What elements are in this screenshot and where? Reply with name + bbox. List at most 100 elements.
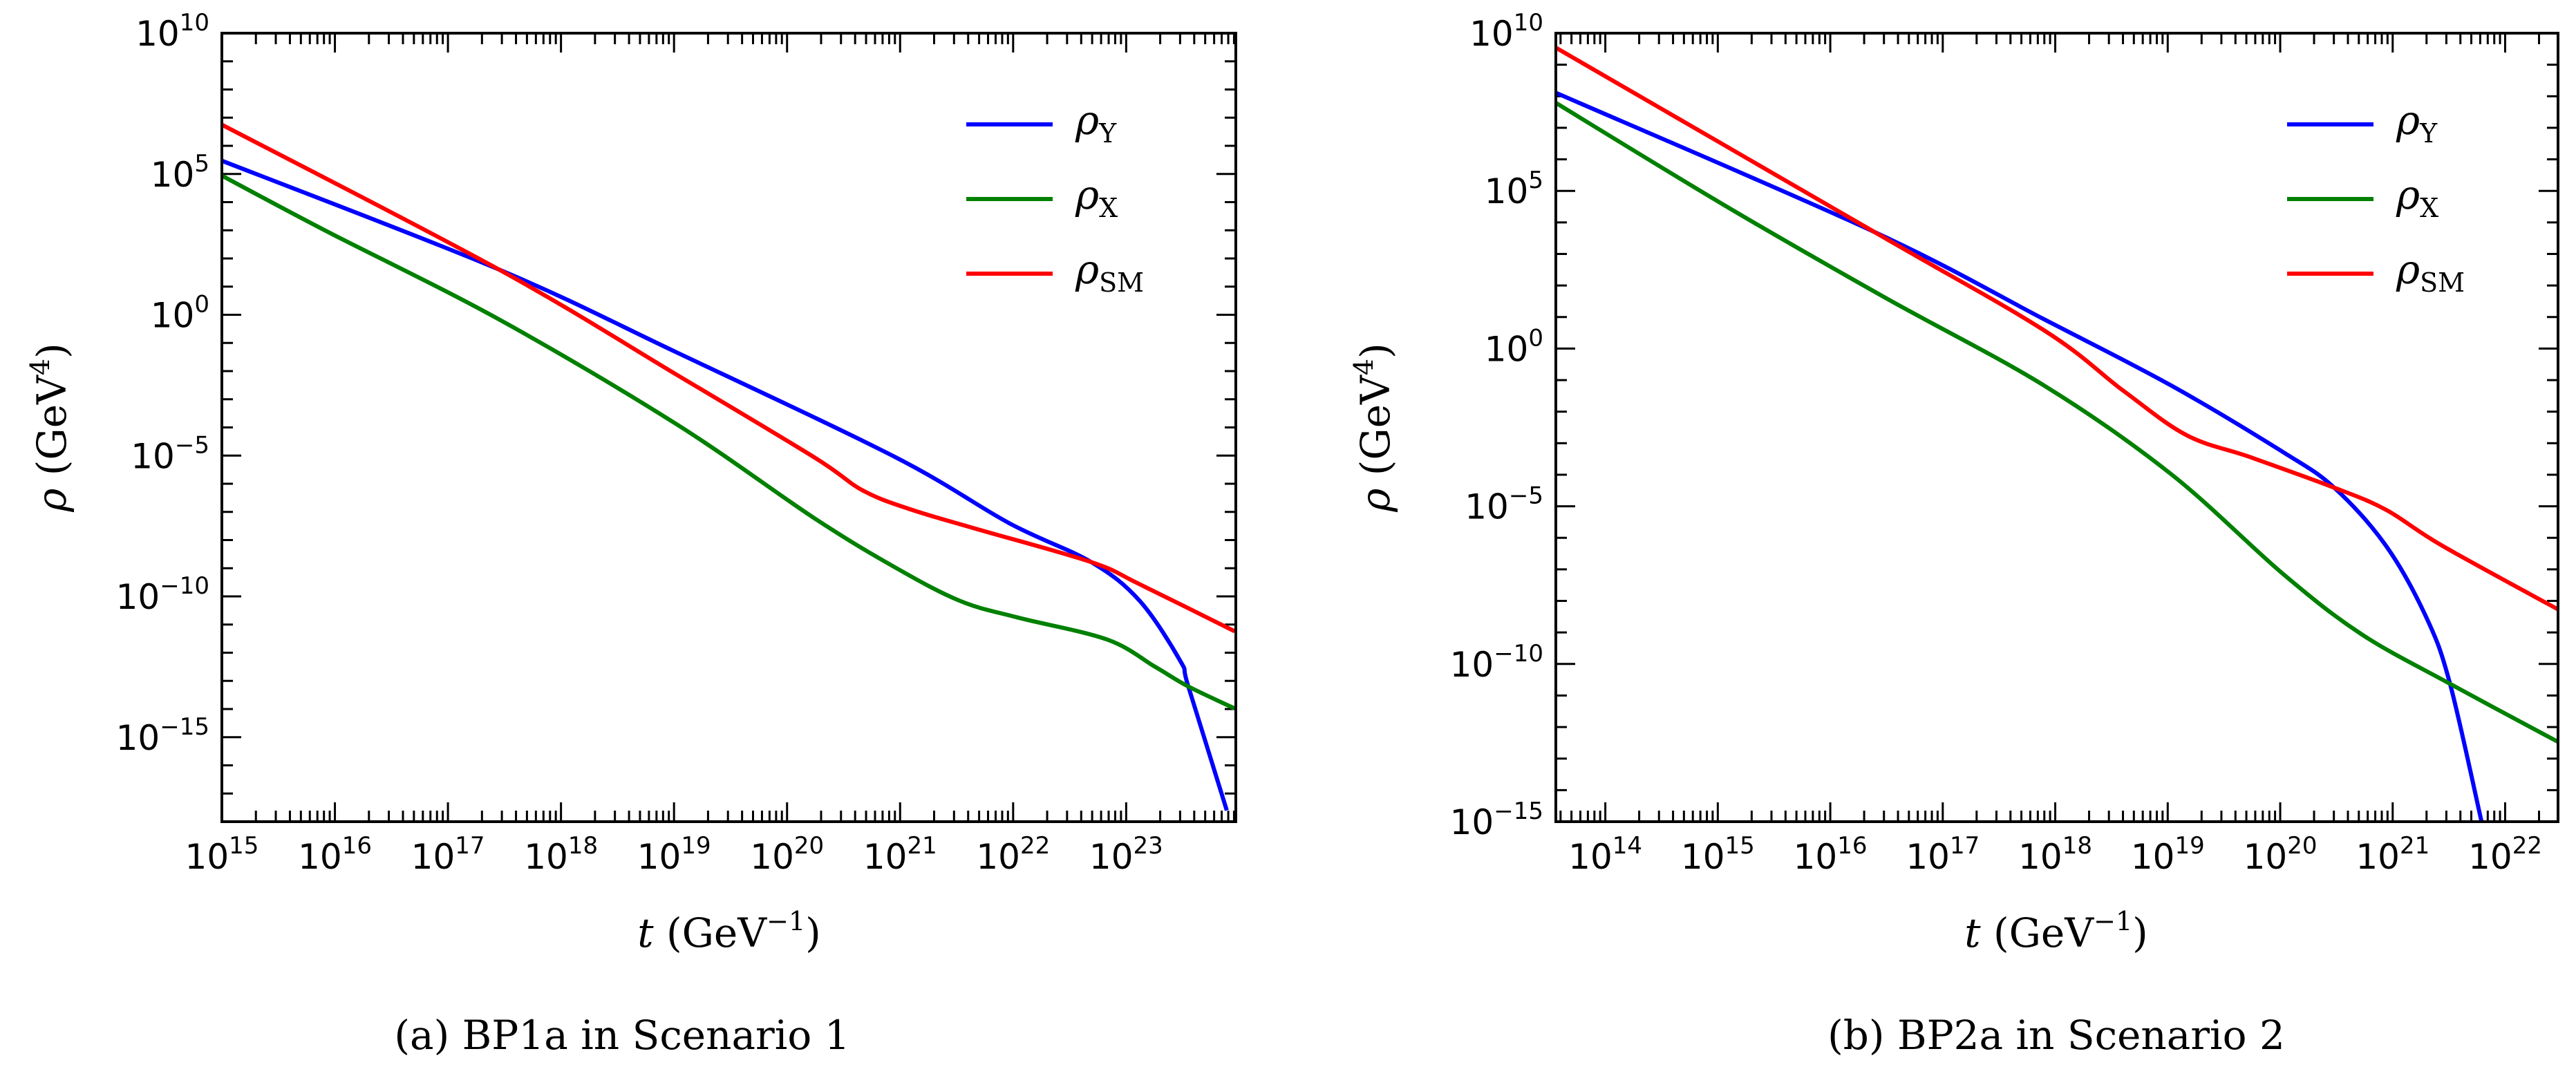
y-axis-label-var: ρ [28,475,75,513]
x-axis-label: t (GeV−1) [637,906,821,956]
x-tick-label-main: 10 [1906,837,1950,877]
x-tick-label-main: 10 [411,837,455,877]
x-tick-label-main: 10 [637,837,681,877]
x-axis-label-var: t [1964,909,1993,956]
plot-area [222,122,1236,811]
x-tick-label-sup: 22 [1020,832,1050,860]
x-axis-label-unit: (GeV [1993,909,2094,956]
x-tick-label-sup: 16 [342,832,372,860]
y-tick-label-sup: −15 [160,713,209,741]
y-tick-label-sup: 0 [194,291,209,319]
x-axis-label-exp: −1 [2094,906,2132,936]
x-axis-label-exp: −1 [767,906,805,936]
x-tick-label-sup: 15 [1725,832,1755,860]
x-tick-label: 1018 [524,832,598,877]
y-tick-label-sup: 5 [1528,167,1543,194]
y-tick-label-sup: 0 [1528,324,1543,352]
x-axis-label-unit: (GeV [666,909,767,956]
x-tick-label-sup: 14 [1613,832,1642,860]
y-tick-label: 10−5 [131,431,209,476]
y-tick-label-sup: −10 [1494,640,1543,668]
y-tick-label-main: 10 [151,296,195,336]
x-tick-label-sup: 19 [2174,832,2204,860]
x-tick-label: 1015 [1681,832,1755,877]
x-axis-label: t (GeV−1) [1964,906,2148,956]
x-tick-label-sup: 21 [907,832,937,860]
legend-label: ρX [2396,171,2438,223]
x-tick-label: 1015 [185,832,259,877]
x-tick-label-main: 10 [863,837,908,877]
x-tick-label: 1019 [637,832,711,877]
y-tick-label: 10−5 [1465,482,1543,527]
x-tick-label-sup: 15 [229,832,258,860]
y-tick-label-sup: 5 [194,150,209,178]
x-tick-label: 1023 [1089,832,1163,877]
y-axis-label-close: ) [28,343,75,359]
y-tick-label: 100 [151,291,209,336]
legend-label-sub: X [2420,193,2438,223]
series-line-x [222,173,1236,710]
series-line-sm [1556,46,2558,612]
y-axis-label-exp: 4 [25,359,55,375]
x-tick-label-sup: 18 [568,832,598,860]
x-tick-label-main: 10 [524,837,568,877]
x-tick-label: 1021 [2356,832,2429,877]
figure-caption: (a) BP1a in Scenario 1 [394,1012,849,1059]
x-tick-label: 1022 [2468,832,2542,877]
x-tick-label-main: 10 [2468,837,2512,877]
y-tick-label: 10−10 [116,572,209,617]
y-tick-label-sup: 10 [180,9,209,37]
chart-a: 1015 1016 1017 1018 1019 1020 1021 1022 10231010… [25,9,1237,1059]
x-tick-label: 1020 [750,832,824,877]
y-tick-label-main: 10 [1450,802,1494,842]
y-tick-label-sup: 10 [1514,9,1543,37]
y-tick-label-main: 10 [135,14,180,54]
x-tick-label: 1017 [1906,832,1980,877]
x-tick-label: 1018 [2018,832,2092,877]
y-tick-label: 10−15 [116,713,209,758]
x-tick-label-main: 10 [1794,837,1838,877]
x-tick-label-sup: 19 [681,832,711,860]
legend-label: ρSM [1075,246,1144,298]
y-tick-label-main: 10 [131,436,175,476]
x-axis-label-close: ) [805,909,821,956]
x-tick-label-main: 10 [2018,837,2062,877]
y-axis-label-close: ) [1352,343,1399,359]
legend-label-main: ρ [1075,246,1099,293]
x-tick-label: 1021 [863,832,937,877]
x-tick-label-main: 10 [298,837,342,877]
x-tick-label-main: 10 [750,837,794,877]
x-tick-label: 1022 [976,832,1050,877]
y-tick-label-sup: −10 [160,572,209,600]
plot-area [1556,46,2558,822]
series-line-y [1556,91,2484,822]
x-tick-label-sup: 22 [2512,832,2542,860]
y-tick-label: 105 [151,150,209,195]
x-tick-label: 1019 [2131,832,2205,877]
x-tick-label-sup: 18 [2062,832,2092,860]
x-tick-label: 1016 [1794,832,1868,877]
x-tick-label: 1014 [1568,832,1642,877]
series-line-sm [222,122,1236,634]
y-tick-label: 1010 [135,9,209,54]
legend-label-sub: X [1099,193,1118,223]
y-tick-label-main: 10 [151,155,195,195]
y-axis-label-unit: (GeV [1352,375,1399,475]
y-tick-label: 10−15 [1450,797,1543,842]
y-tick-label-main: 10 [1469,14,1514,54]
y-tick-label-main: 10 [116,577,160,617]
x-tick-label: 1016 [298,832,372,877]
x-tick-label-sup: 20 [794,832,824,860]
y-tick-label: 1010 [1469,9,1543,54]
legend-label-main: ρ [1075,171,1099,218]
legend-label: ρSM [2396,246,2465,298]
x-tick-label-sup: 20 [2287,832,2317,860]
x-tick-label-main: 10 [2131,837,2175,877]
x-tick-label-sup: 17 [1950,832,1980,860]
y-tick-label-main: 10 [1450,645,1494,685]
x-tick-label-main: 10 [2244,837,2288,877]
y-tick-label-main: 10 [1465,487,1509,527]
y-tick-label: 105 [1485,167,1543,211]
x-tick-label-sup: 21 [2400,832,2429,860]
